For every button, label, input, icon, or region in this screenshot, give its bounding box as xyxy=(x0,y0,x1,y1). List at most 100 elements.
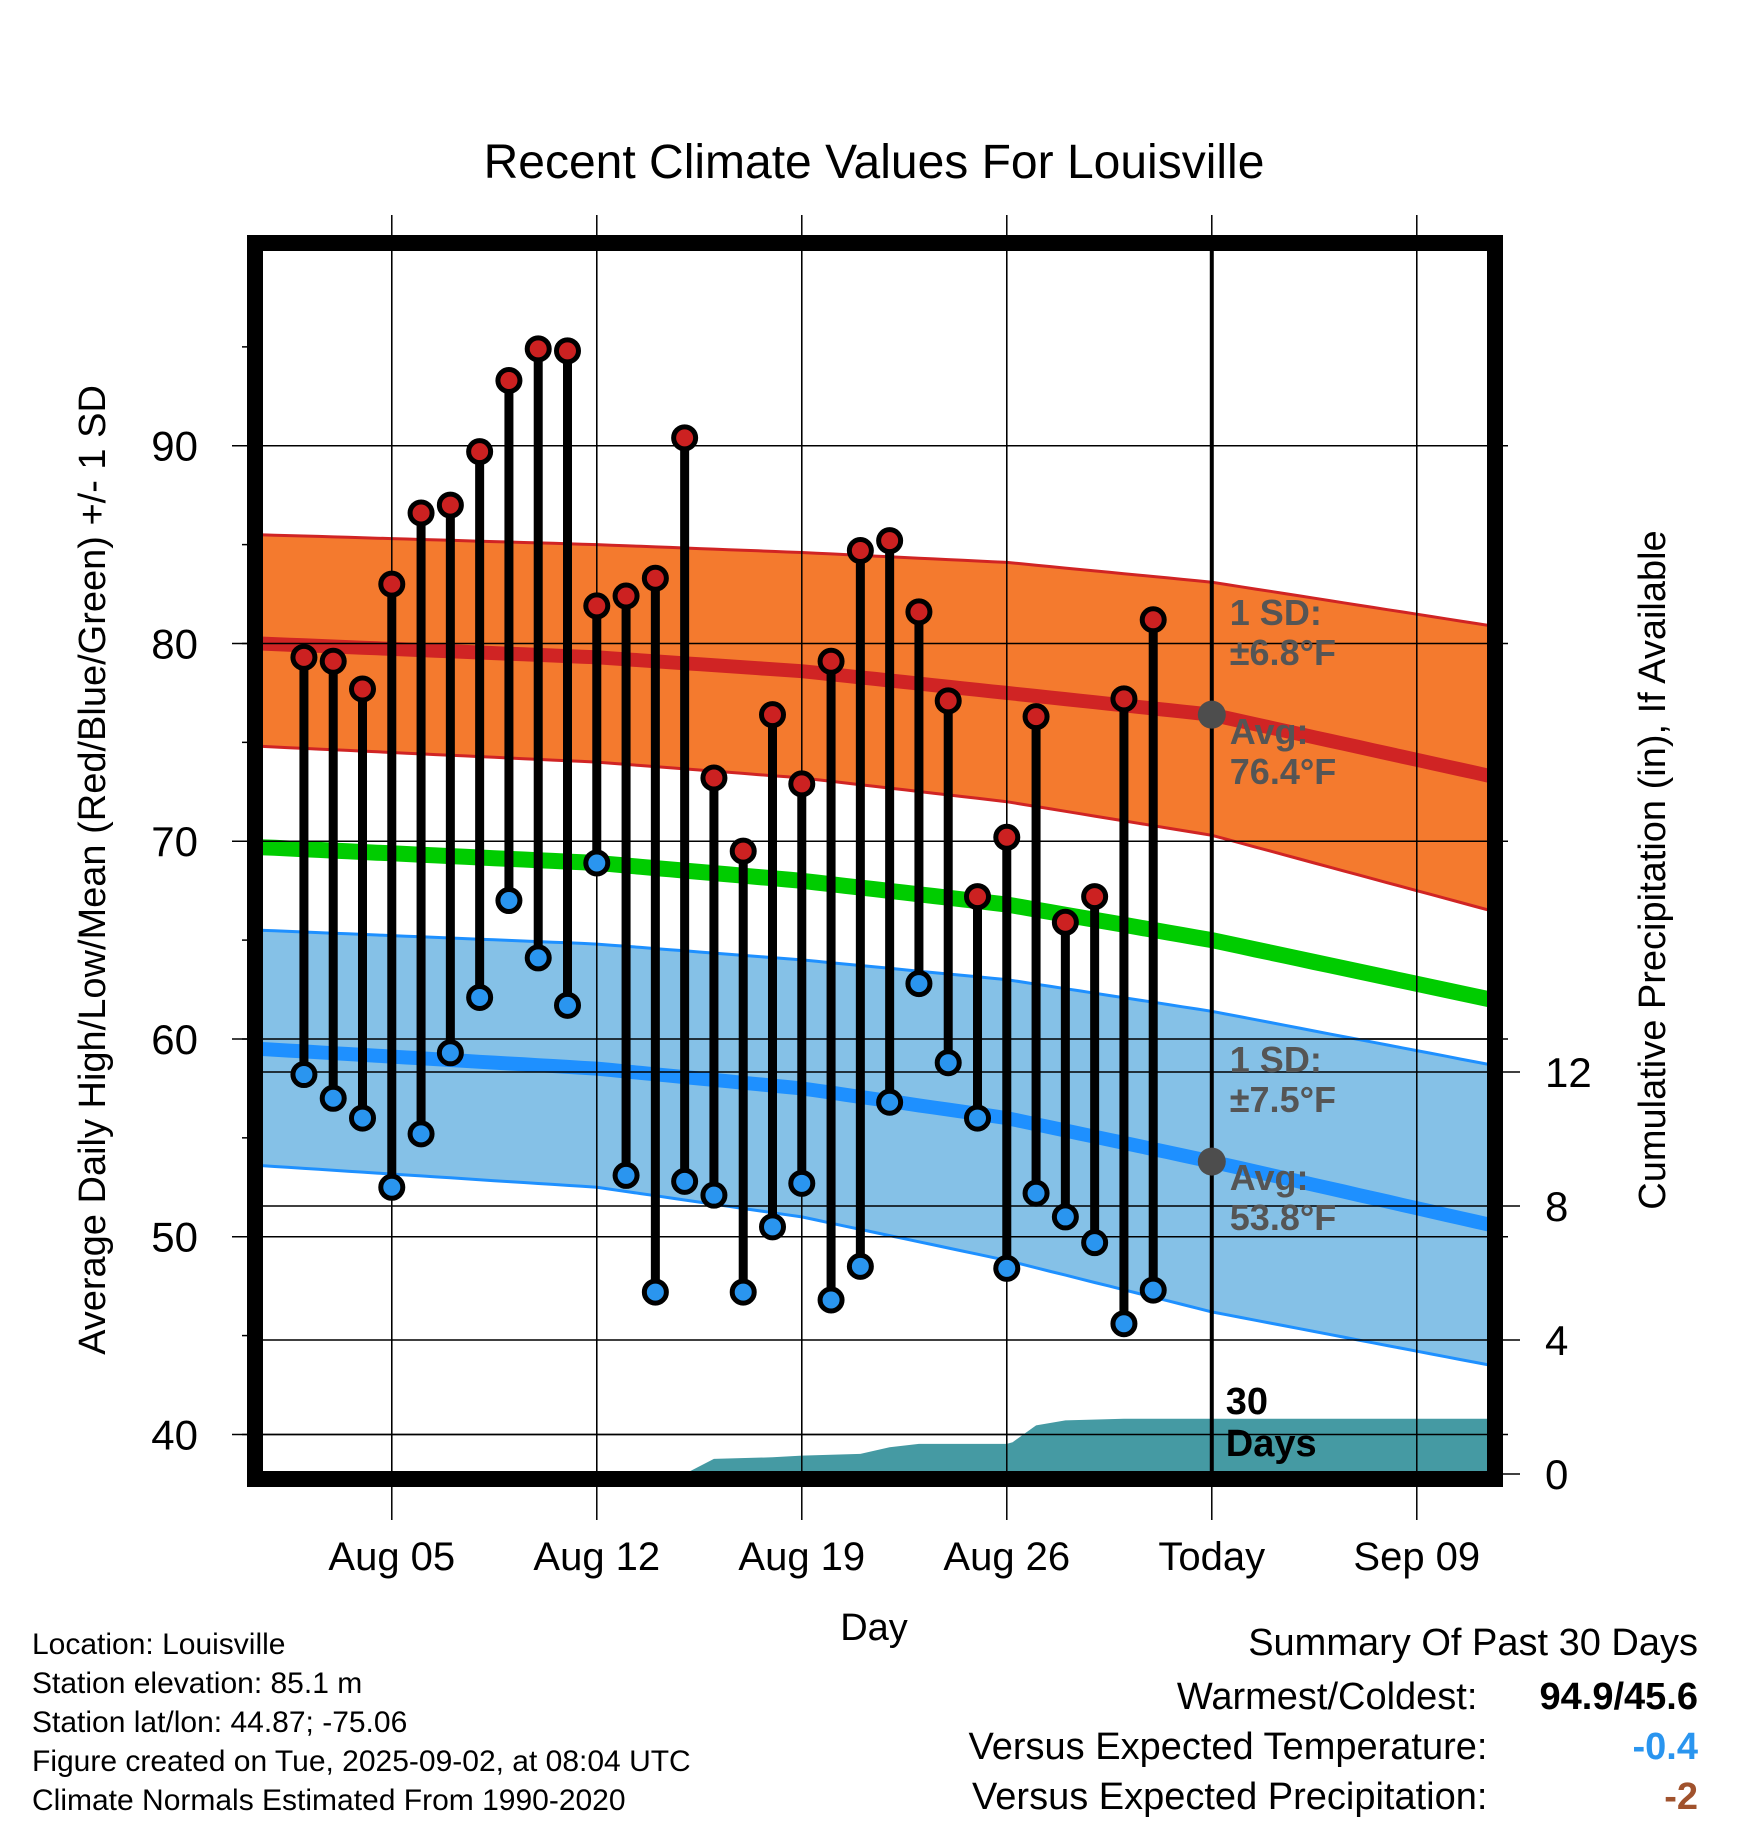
daily-low-point xyxy=(524,944,552,972)
summary-warm-cold: Warmest/Coldest: 94.9/45.6 xyxy=(1177,1676,1698,1719)
summary-title: Summary Of Past 30 Days xyxy=(1248,1622,1698,1664)
daily-low-point xyxy=(349,1104,376,1132)
low-band-upper-edge xyxy=(260,928,1490,1067)
daily-low-point xyxy=(1139,1276,1167,1304)
daily-high-point xyxy=(436,491,464,519)
daily-high-point xyxy=(319,647,347,675)
daily-low-point xyxy=(1022,1179,1050,1207)
precip-area xyxy=(260,1418,1490,1474)
x-tick-label: Today xyxy=(1158,1535,1265,1579)
daily-high-point xyxy=(1081,883,1109,911)
high-normal-line xyxy=(260,636,1490,783)
daily-high-point xyxy=(290,643,318,671)
high-band-upper-edge xyxy=(260,533,1490,628)
daily-low-point xyxy=(495,887,523,915)
y-tick-label: 80 xyxy=(151,620,198,667)
daily-low-point xyxy=(934,1049,962,1077)
daily-low-point xyxy=(700,1181,728,1209)
daily-high-point xyxy=(524,335,552,363)
x-tick-label: Aug 12 xyxy=(533,1535,660,1579)
precip-anomaly-value: -2 xyxy=(1664,1776,1698,1818)
daily-high-point xyxy=(964,883,991,911)
daily-high-point xyxy=(466,438,494,466)
low-normal-line xyxy=(260,1041,1490,1232)
daily-low-point xyxy=(554,991,581,1019)
daily-high-point xyxy=(759,701,786,729)
temp-anomaly-label: Versus Expected Temperature: xyxy=(968,1726,1488,1768)
high-sd-label: 1 SD: xyxy=(1230,592,1322,633)
daily-low-point xyxy=(671,1167,699,1195)
daily-high-point xyxy=(671,424,699,452)
today-days-label: 30 xyxy=(1226,1381,1268,1423)
y2-tick-label: 4 xyxy=(1545,1317,1568,1364)
daily-high-point xyxy=(934,687,962,715)
high-sd-label: ±6.8°F xyxy=(1230,632,1336,673)
daily-high-point xyxy=(1110,685,1138,713)
daily-high-point xyxy=(817,647,845,675)
daily-low-point xyxy=(817,1286,845,1314)
warm-cold-label: Warmest/Coldest: xyxy=(1176,1676,1478,1718)
daily-high-point xyxy=(612,582,640,610)
summary-temp: Versus Expected Temperature: -0.4 xyxy=(969,1726,1698,1769)
daily-low-point xyxy=(1110,1310,1138,1338)
daily-high-point xyxy=(729,837,757,865)
daily-high-point xyxy=(641,564,669,592)
daily-low-point xyxy=(1051,1203,1079,1231)
mean-normal-line xyxy=(260,839,1490,1008)
daily-low-point xyxy=(876,1088,904,1116)
plot-frame xyxy=(247,235,1503,1487)
daily-high-point xyxy=(1139,606,1167,634)
x-tick-label: Aug 05 xyxy=(328,1535,455,1579)
daily-low-point xyxy=(641,1278,669,1306)
daily-high-point xyxy=(407,499,435,527)
daily-low-point xyxy=(964,1104,991,1132)
daily-high-point xyxy=(700,764,728,792)
daily-high-point xyxy=(378,570,406,598)
low-sd-label: 1 SD: xyxy=(1230,1039,1322,1080)
daily-low-point xyxy=(729,1278,757,1306)
y-tick-label: 60 xyxy=(151,1016,198,1063)
daily-low-point xyxy=(407,1120,435,1148)
x-axis-label: Day xyxy=(840,1607,908,1649)
daily-high-point xyxy=(349,675,376,703)
daily-low-point xyxy=(993,1254,1021,1282)
y-tick-label: 40 xyxy=(151,1411,198,1458)
info-latlon: Station lat/lon: 44.87; -75.06 xyxy=(32,1706,408,1739)
info-created: Figure created on Tue, 2025-09-02, at 08… xyxy=(32,1745,691,1778)
low-sd-label: ±7.5°F xyxy=(1230,1079,1336,1120)
today-days-label: Days xyxy=(1226,1423,1317,1465)
low-band-lower-edge xyxy=(260,1164,1490,1367)
plot-area xyxy=(260,248,1490,1474)
daily-low-point xyxy=(290,1061,318,1089)
daily-high-point xyxy=(1022,703,1050,731)
station-info: Location: Louisville Station elevation: … xyxy=(32,1625,691,1820)
y-tick-label: 70 xyxy=(151,818,198,865)
daily-low-point xyxy=(319,1084,347,1112)
daily-low-point xyxy=(466,983,494,1011)
daily-high-point xyxy=(993,823,1021,851)
x-tick-label: Sep 09 xyxy=(1353,1535,1480,1579)
low-avg-label: Avg: xyxy=(1230,1157,1309,1198)
low-sd-band xyxy=(260,930,1490,1366)
y-tick-label: 50 xyxy=(151,1214,198,1261)
y2-tick-label: 0 xyxy=(1545,1451,1568,1498)
info-elevation: Station elevation: 85.1 m xyxy=(32,1667,363,1700)
low-avg-label: 53.8°F xyxy=(1230,1197,1336,1238)
info-normals: Climate Normals Estimated From 1990-2020 xyxy=(32,1784,626,1817)
daily-high-point xyxy=(905,598,933,626)
daily-high-point xyxy=(554,337,581,365)
x-tick-label: Aug 26 xyxy=(943,1535,1070,1579)
daily-low-point xyxy=(436,1039,464,1067)
daily-low-point xyxy=(846,1252,874,1280)
y2-axis-label: Cumulative Precipitation (in), If Availa… xyxy=(1632,530,1674,1209)
warm-cold-value: 94.9/45.6 xyxy=(1539,1676,1698,1718)
daily-high-point xyxy=(846,537,874,565)
chart-title: Recent Climate Values For Louisville xyxy=(484,136,1265,189)
daily-high-point xyxy=(495,366,523,394)
daily-low-point xyxy=(759,1213,786,1241)
precip-anomaly-label: Versus Expected Precipitation: xyxy=(972,1776,1488,1818)
today-low-normal-dot xyxy=(1197,1147,1226,1176)
daily-high-point xyxy=(876,527,904,555)
